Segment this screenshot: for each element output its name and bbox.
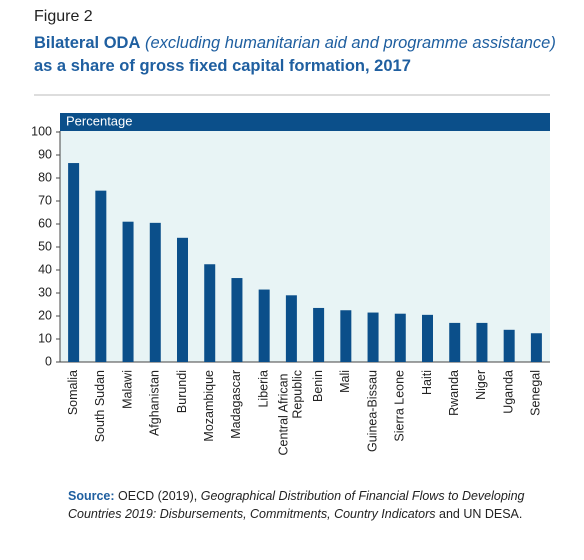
bar: [68, 163, 80, 362]
plot-background: [60, 131, 550, 362]
bar: [313, 307, 325, 362]
y-tick-label: 80: [38, 170, 52, 184]
title-part: Bilateral ODA: [34, 34, 141, 52]
x-tick-label: Niger: [474, 370, 488, 400]
x-tick-label: Rwanda: [447, 370, 461, 416]
x-tick-label: Central African Republic: [277, 370, 305, 455]
y-tick-label: 60: [38, 216, 52, 230]
bar: [177, 237, 188, 362]
title-part: (excluding humanitarian aid and programm…: [144, 34, 556, 52]
y-tick-label: 70: [38, 193, 52, 207]
bar: [122, 221, 134, 362]
x-tick-label: Sierra Leone: [393, 370, 407, 442]
bar: [449, 322, 461, 362]
bar: [95, 190, 107, 362]
y-tick-label: 0: [45, 354, 52, 368]
x-tick-label: Malawi: [120, 370, 134, 409]
bar: [258, 289, 270, 362]
x-tick-label: Mozambique: [202, 370, 216, 442]
x-tick-label: Haiti: [420, 370, 434, 395]
bar: [476, 322, 488, 362]
y-tick-label: 100: [31, 124, 52, 138]
source-note: Source: OECD (2019), Geographical Distri…: [68, 487, 538, 523]
x-tick-label: South Sudan: [93, 370, 107, 442]
x-tick-label: Afghanistan: [148, 370, 162, 436]
y-tick-label: 40: [38, 262, 52, 276]
bar: [367, 312, 379, 362]
bar: [530, 333, 542, 362]
y-tick-label: 20: [38, 308, 52, 322]
x-tick-label: Senegal: [529, 370, 543, 416]
chart-title: Bilateral ODA (excluding humanitarian ai…: [34, 32, 574, 78]
title-part: as a share of gross fixed capital format…: [34, 57, 411, 75]
source-part: OECD (2019),: [118, 489, 198, 503]
x-tick-label: Burundi: [175, 370, 189, 413]
figure-label: Figure 2: [34, 8, 93, 25]
bar: [340, 310, 352, 362]
x-tick-label: Mali: [338, 370, 352, 393]
y-tick-label: 50: [38, 239, 52, 253]
bar: [285, 295, 297, 362]
bar: [394, 313, 406, 362]
bar: [503, 329, 515, 362]
x-tick-label: Benin: [311, 370, 325, 402]
bar: [422, 314, 433, 362]
y-tick-label: 90: [38, 147, 52, 161]
x-tick-label: Madagascar: [229, 370, 243, 439]
bar: [204, 264, 216, 362]
y-tick-label: 30: [38, 285, 52, 299]
y-tick-label: 10: [38, 331, 52, 345]
x-tick-label: Guinea-Bissau: [365, 370, 379, 452]
header-bar: [60, 113, 550, 131]
x-tick-label: Somalia: [66, 370, 80, 415]
x-tick-label: Liberia: [256, 370, 270, 408]
source-label: Source:: [68, 489, 115, 503]
x-tick-label: Uganda: [501, 370, 515, 414]
source-part: and UN DESA.: [439, 507, 523, 521]
bar: [149, 222, 161, 362]
y-axis-label: Percentage: [66, 113, 133, 128]
bar: [231, 278, 243, 362]
source-part: Geographical Distribution of Financial F…: [68, 489, 525, 521]
